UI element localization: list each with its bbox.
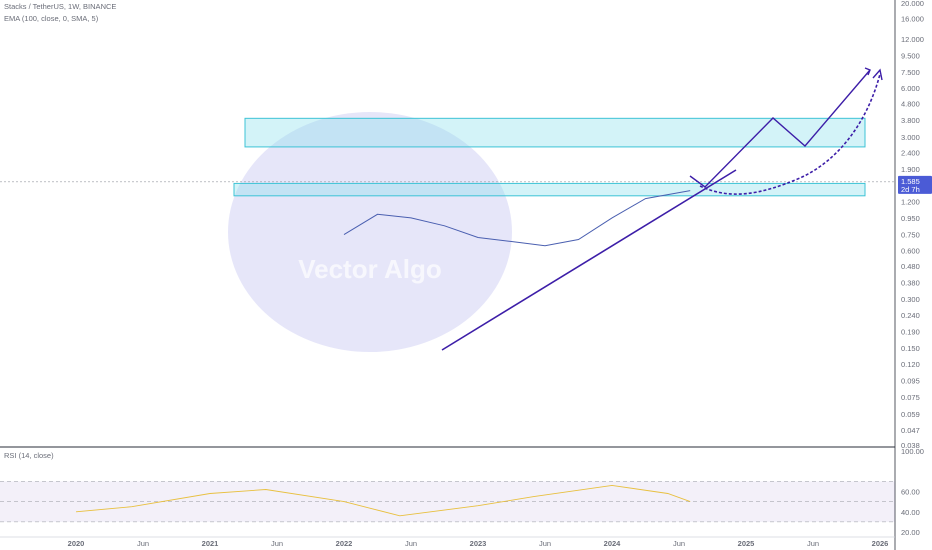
price-tick-label: 0.750 <box>901 231 920 240</box>
price-tick-label: 3.000 <box>901 133 920 142</box>
projection-arrowhead <box>864 67 871 76</box>
time-tick-label: Jun <box>271 539 283 548</box>
price-tick-label: 0.075 <box>901 393 920 402</box>
price-tick-label: 9.500 <box>901 52 920 61</box>
price-badge-countdown: 2d 7h <box>901 185 920 194</box>
rsi-tick-label: 100.00 <box>901 447 924 456</box>
rsi-ma-line <box>75 484 691 517</box>
support-trendline <box>441 169 737 351</box>
price-tick-label: 0.480 <box>901 262 920 271</box>
price-tick-label: 20.000 <box>901 0 924 8</box>
price-tick-label: 0.150 <box>901 344 920 353</box>
price-tick-label: 0.190 <box>901 327 920 336</box>
price-tick-label: 7.500 <box>901 68 920 77</box>
rsi-tick-label: 40.00 <box>901 508 920 517</box>
price-axis: 20.000 16.000 12.000 9.500 7.500 6.000 4.800 3.… <box>901 0 924 450</box>
price-tick-label: 4.800 <box>901 100 920 109</box>
resistance-zone <box>244 117 866 148</box>
price-tick-label: 1.900 <box>901 165 920 174</box>
time-tick-label: Jun <box>539 539 551 548</box>
price-tick-label: 6.000 <box>901 84 920 93</box>
time-tick-label: Jun <box>673 539 685 548</box>
watermark-ellipse <box>228 112 512 352</box>
price-tick-label: 0.120 <box>901 360 920 369</box>
price-tick-label: 0.950 <box>901 214 920 223</box>
price-tick-label: 0.047 <box>901 426 920 435</box>
watermark-text: Vector Algo <box>298 254 442 284</box>
time-tick-label: 2026 <box>872 539 889 548</box>
projection-dashed-arrowhead <box>872 68 883 81</box>
time-tick-label: 2021 <box>202 539 219 548</box>
rsi-indicator-label: RSI (14, close) <box>4 451 54 460</box>
price-tick-label: 0.240 <box>901 311 920 320</box>
price-tick-label: 0.300 <box>901 295 920 304</box>
rsi-tick-label: 20.00 <box>901 528 920 537</box>
rsi-tick-label: 60.00 <box>901 488 920 497</box>
rsi-axis: 100.00 60.00 40.00 20.00 <box>901 447 924 537</box>
time-tick-label: 2020 <box>68 539 85 548</box>
ema-indicator-label: EMA (100, close, 0, SMA, 5) <box>4 14 99 23</box>
time-tick-label: Jun <box>405 539 417 548</box>
symbol-title: Stacks / TetherUS, 1W, BINANCE <box>4 2 117 11</box>
time-tick-label: 2025 <box>738 539 755 548</box>
projection-path-solid <box>689 69 871 188</box>
time-tick-label: Jun <box>137 539 149 548</box>
price-badge <box>898 175 932 194</box>
price-tick-label: 3.800 <box>901 116 920 125</box>
price-tick-label: 0.380 <box>901 279 920 288</box>
time-axis: 2020 Jun 2021 Jun 2022 Jun 2023 Jun 2024 Jun 2025 J… <box>68 539 889 548</box>
support-zone <box>233 182 866 197</box>
price-tick-label: 12.000 <box>901 35 924 44</box>
price-tick-label: 0.600 <box>901 246 920 255</box>
price-badge-value: 1.585 <box>901 177 920 186</box>
price-tick-label: 0.059 <box>901 410 920 419</box>
time-tick-label: 2023 <box>470 539 487 548</box>
time-tick-label: 2022 <box>336 539 353 548</box>
price-tick-label: 1.200 <box>901 197 920 206</box>
time-tick-label: 2024 <box>604 539 622 548</box>
ema-line <box>343 190 691 247</box>
price-tick-label: 0.095 <box>901 376 920 385</box>
projection-path-dashed <box>699 73 881 195</box>
watermark: Vector Algo <box>228 112 512 352</box>
price-tick-label: 2.400 <box>901 149 920 158</box>
time-tick-label: Jun <box>807 539 819 548</box>
price-tick-label: 16.000 <box>901 15 924 24</box>
price-tick-label: 0.038 <box>901 441 920 450</box>
